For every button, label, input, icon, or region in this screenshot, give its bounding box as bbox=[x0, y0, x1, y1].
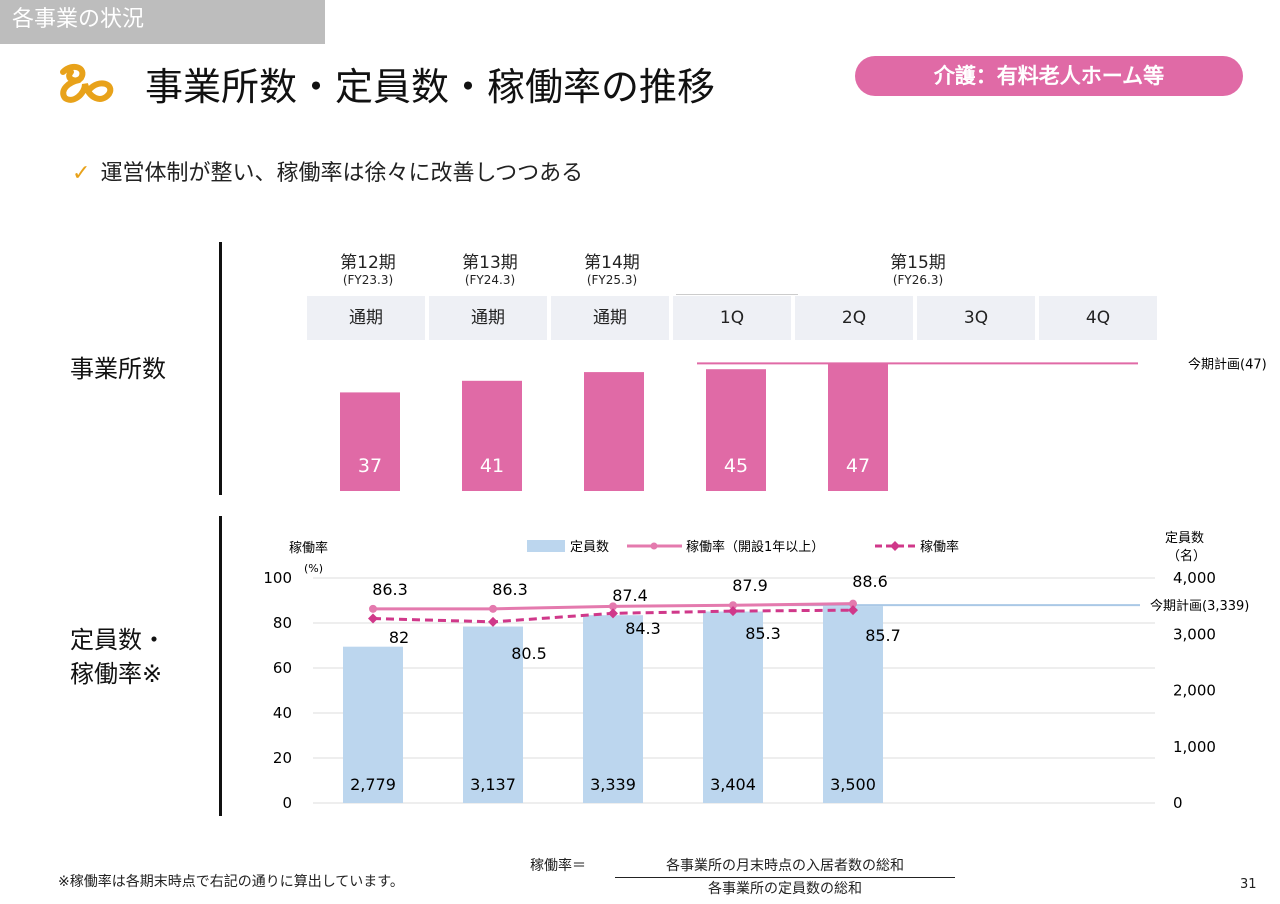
offices-label: 事業所数 bbox=[70, 355, 166, 383]
category-cell: 通期 bbox=[551, 296, 669, 340]
y-tick-left: 20 bbox=[273, 749, 292, 767]
legend-marker bbox=[890, 541, 900, 551]
capacity-bar bbox=[823, 606, 883, 803]
period-header: 第14期 (FY25.3) bbox=[584, 253, 640, 287]
y-tick-left: 0 bbox=[282, 794, 292, 812]
period-header: 第12期 (FY23.3) bbox=[340, 253, 396, 287]
capacity-bar-label: 3,404 bbox=[710, 775, 756, 794]
capacity-bar bbox=[583, 615, 643, 803]
capacity-bar-label: 3,500 bbox=[830, 775, 876, 794]
period-header: 第15期 (FY26.3) bbox=[890, 253, 946, 287]
rate-dashed-marker bbox=[728, 606, 738, 617]
rate-dashed-marker bbox=[848, 605, 858, 616]
capacity-bar bbox=[463, 626, 523, 803]
subtitle: ✓ 運営体制が整い、稼働率は徐々に改善しつつある bbox=[72, 161, 584, 186]
office-bar-label: 47 bbox=[846, 455, 870, 477]
rate-marker bbox=[849, 599, 857, 608]
y-tick-right: 1,000 bbox=[1173, 738, 1216, 756]
plan-label: 今期計画(3,339) bbox=[1150, 598, 1249, 614]
y-axis-unit-left: (%) bbox=[304, 562, 323, 575]
office-bar bbox=[584, 372, 644, 491]
page-title: 事業所数・定員数・稼働率の推移 bbox=[145, 65, 716, 109]
divider bbox=[219, 516, 222, 816]
formula-fraction: 各事業所の月末時点の入居者数の総和 各事業所の定員数の総和 bbox=[615, 855, 955, 898]
rate-marker bbox=[609, 602, 617, 611]
legend-label: 定員数 bbox=[570, 540, 609, 555]
y-tick-right: 3,000 bbox=[1173, 625, 1216, 643]
period-header: 第13期 (FY24.3) bbox=[462, 253, 518, 287]
section-label: 各事業の状況 bbox=[0, 0, 325, 44]
rate-label: 87.4 bbox=[612, 586, 648, 605]
category-cell: 3Q bbox=[917, 296, 1035, 340]
rate-dashed-marker bbox=[488, 616, 498, 627]
plan-label: 今期計画(47) bbox=[1188, 356, 1267, 372]
rate-marker bbox=[489, 604, 497, 613]
y-axis-label-right: 定員数 bbox=[1165, 531, 1204, 546]
divider bbox=[676, 294, 798, 295]
y-tick-left: 60 bbox=[273, 659, 292, 677]
category-cell: 4Q bbox=[1039, 296, 1157, 340]
legend-label: 稼働率 bbox=[920, 539, 959, 555]
y-tick-right: 4,000 bbox=[1173, 569, 1216, 587]
capacity-bar-label: 2,779 bbox=[350, 775, 396, 794]
category-cell: 2Q bbox=[795, 296, 913, 340]
logo-icon bbox=[60, 63, 114, 103]
category-cell: 通期 bbox=[429, 296, 547, 340]
legend-swatch-bar bbox=[527, 540, 565, 552]
check-icon: ✓ bbox=[72, 161, 91, 186]
category-badge: 介護：有料老人ホーム等 bbox=[855, 56, 1243, 96]
office-bar bbox=[340, 392, 400, 491]
rate-label: 88.6 bbox=[852, 572, 888, 591]
office-bar bbox=[828, 363, 888, 491]
capacity-bar-label: 3,137 bbox=[470, 775, 516, 794]
office-bar bbox=[462, 380, 522, 491]
formula-denominator: 各事業所の定員数の総和 bbox=[615, 877, 955, 898]
y-tick-left: 40 bbox=[273, 704, 292, 722]
category-cell: 通期 bbox=[307, 296, 425, 340]
y-tick-right: 2,000 bbox=[1173, 682, 1216, 700]
capacity-bar bbox=[343, 646, 403, 803]
divider bbox=[219, 242, 222, 495]
rate-marker bbox=[729, 601, 737, 610]
office-bar-label: 45 bbox=[724, 455, 748, 477]
office-bar-label: 37 bbox=[358, 455, 382, 477]
rate-dashed-marker bbox=[368, 613, 378, 624]
rate-marker bbox=[369, 604, 377, 613]
rate-dashed-label: 82 bbox=[389, 628, 409, 647]
formula-numerator: 各事業所の月末時点の入居者数の総和 bbox=[666, 858, 904, 874]
footnote: ※稼働率は各期末時点で右記の通りに算出しています。 bbox=[58, 874, 404, 890]
rate-label: 86.3 bbox=[372, 580, 408, 599]
y-tick-left: 100 bbox=[263, 569, 292, 587]
legend-marker bbox=[650, 542, 658, 550]
rate-dashed-label: 80.5 bbox=[511, 644, 547, 663]
capacity-label: 定員数・ 稼働率※ bbox=[70, 626, 166, 688]
y-axis-label-left: 稼働率 bbox=[289, 540, 328, 556]
category-cell: 1Q bbox=[673, 296, 791, 340]
legend-label: 稼働率（開設1年以上） bbox=[686, 539, 824, 555]
y-tick-right: 0 bbox=[1173, 794, 1183, 812]
rate-dashed-label: 84.3 bbox=[625, 619, 661, 638]
office-bar-label: 41 bbox=[480, 455, 504, 477]
capacity-bar bbox=[703, 611, 763, 803]
formula-label: 稼働率＝ bbox=[530, 858, 586, 874]
page-number: 31 bbox=[1240, 877, 1257, 892]
rate-label: 86.3 bbox=[492, 580, 528, 599]
rate-dashed-marker bbox=[608, 608, 618, 619]
office-bar bbox=[706, 369, 766, 491]
y-axis-unit-right: （名） bbox=[1167, 548, 1206, 564]
rate-dashed-label: 85.3 bbox=[745, 624, 781, 643]
y-tick-left: 80 bbox=[273, 614, 292, 632]
rate-dashed-label: 85.7 bbox=[865, 626, 901, 645]
rate-label: 87.9 bbox=[732, 576, 768, 595]
capacity-bar-label: 3,339 bbox=[590, 775, 636, 794]
